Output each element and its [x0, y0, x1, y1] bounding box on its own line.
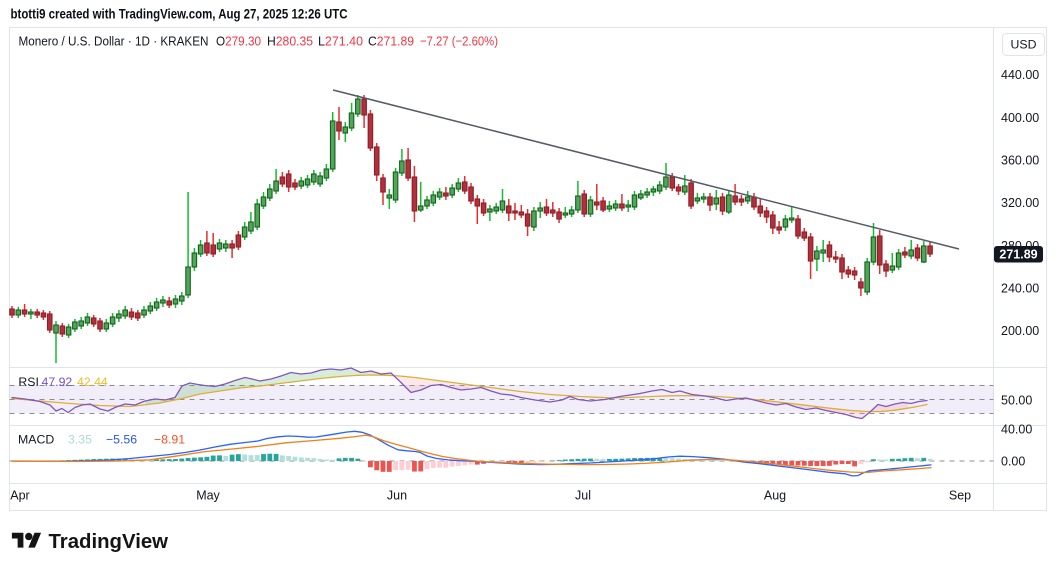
svg-text:40.00: 40.00 — [1001, 423, 1032, 437]
svg-text:May: May — [196, 489, 220, 503]
svg-text:271.89: 271.89 — [999, 248, 1037, 262]
svg-text:Jun: Jun — [387, 489, 407, 503]
svg-text:240.00: 240.00 — [1001, 282, 1039, 296]
svg-text:50.00: 50.00 — [1001, 394, 1032, 408]
svg-text:H280.35: H280.35 — [267, 34, 313, 49]
svg-text:btotti9 created with TradingVi: btotti9 created with TradingView.com, Au… — [11, 6, 348, 21]
svg-text:Sep: Sep — [949, 489, 971, 503]
svg-text:0.00: 0.00 — [1001, 455, 1025, 469]
svg-text:L271.40: L271.40 — [318, 34, 363, 49]
svg-text:200.00: 200.00 — [1001, 324, 1039, 338]
svg-text:360.00: 360.00 — [1001, 154, 1039, 168]
svg-text:Apr: Apr — [10, 489, 29, 503]
svg-text:O279.30: O279.30 — [216, 34, 261, 49]
svg-text:440.00: 440.00 — [1001, 68, 1039, 82]
svg-text:TradingView: TradingView — [49, 531, 169, 553]
svg-text:USD: USD — [1011, 38, 1037, 52]
svg-text:C271.89: C271.89 — [368, 34, 414, 49]
svg-text:Jul: Jul — [575, 489, 591, 503]
svg-text:320.00: 320.00 — [1001, 196, 1039, 210]
svg-text:−7.27 (−2.60%): −7.27 (−2.60%) — [420, 34, 498, 49]
svg-text:400.00: 400.00 — [1001, 111, 1039, 125]
svg-text:Aug: Aug — [764, 489, 786, 503]
svg-text:Monero / U.S. Dollar · 1D · KR: Monero / U.S. Dollar · 1D · KRAKEN — [19, 34, 209, 49]
